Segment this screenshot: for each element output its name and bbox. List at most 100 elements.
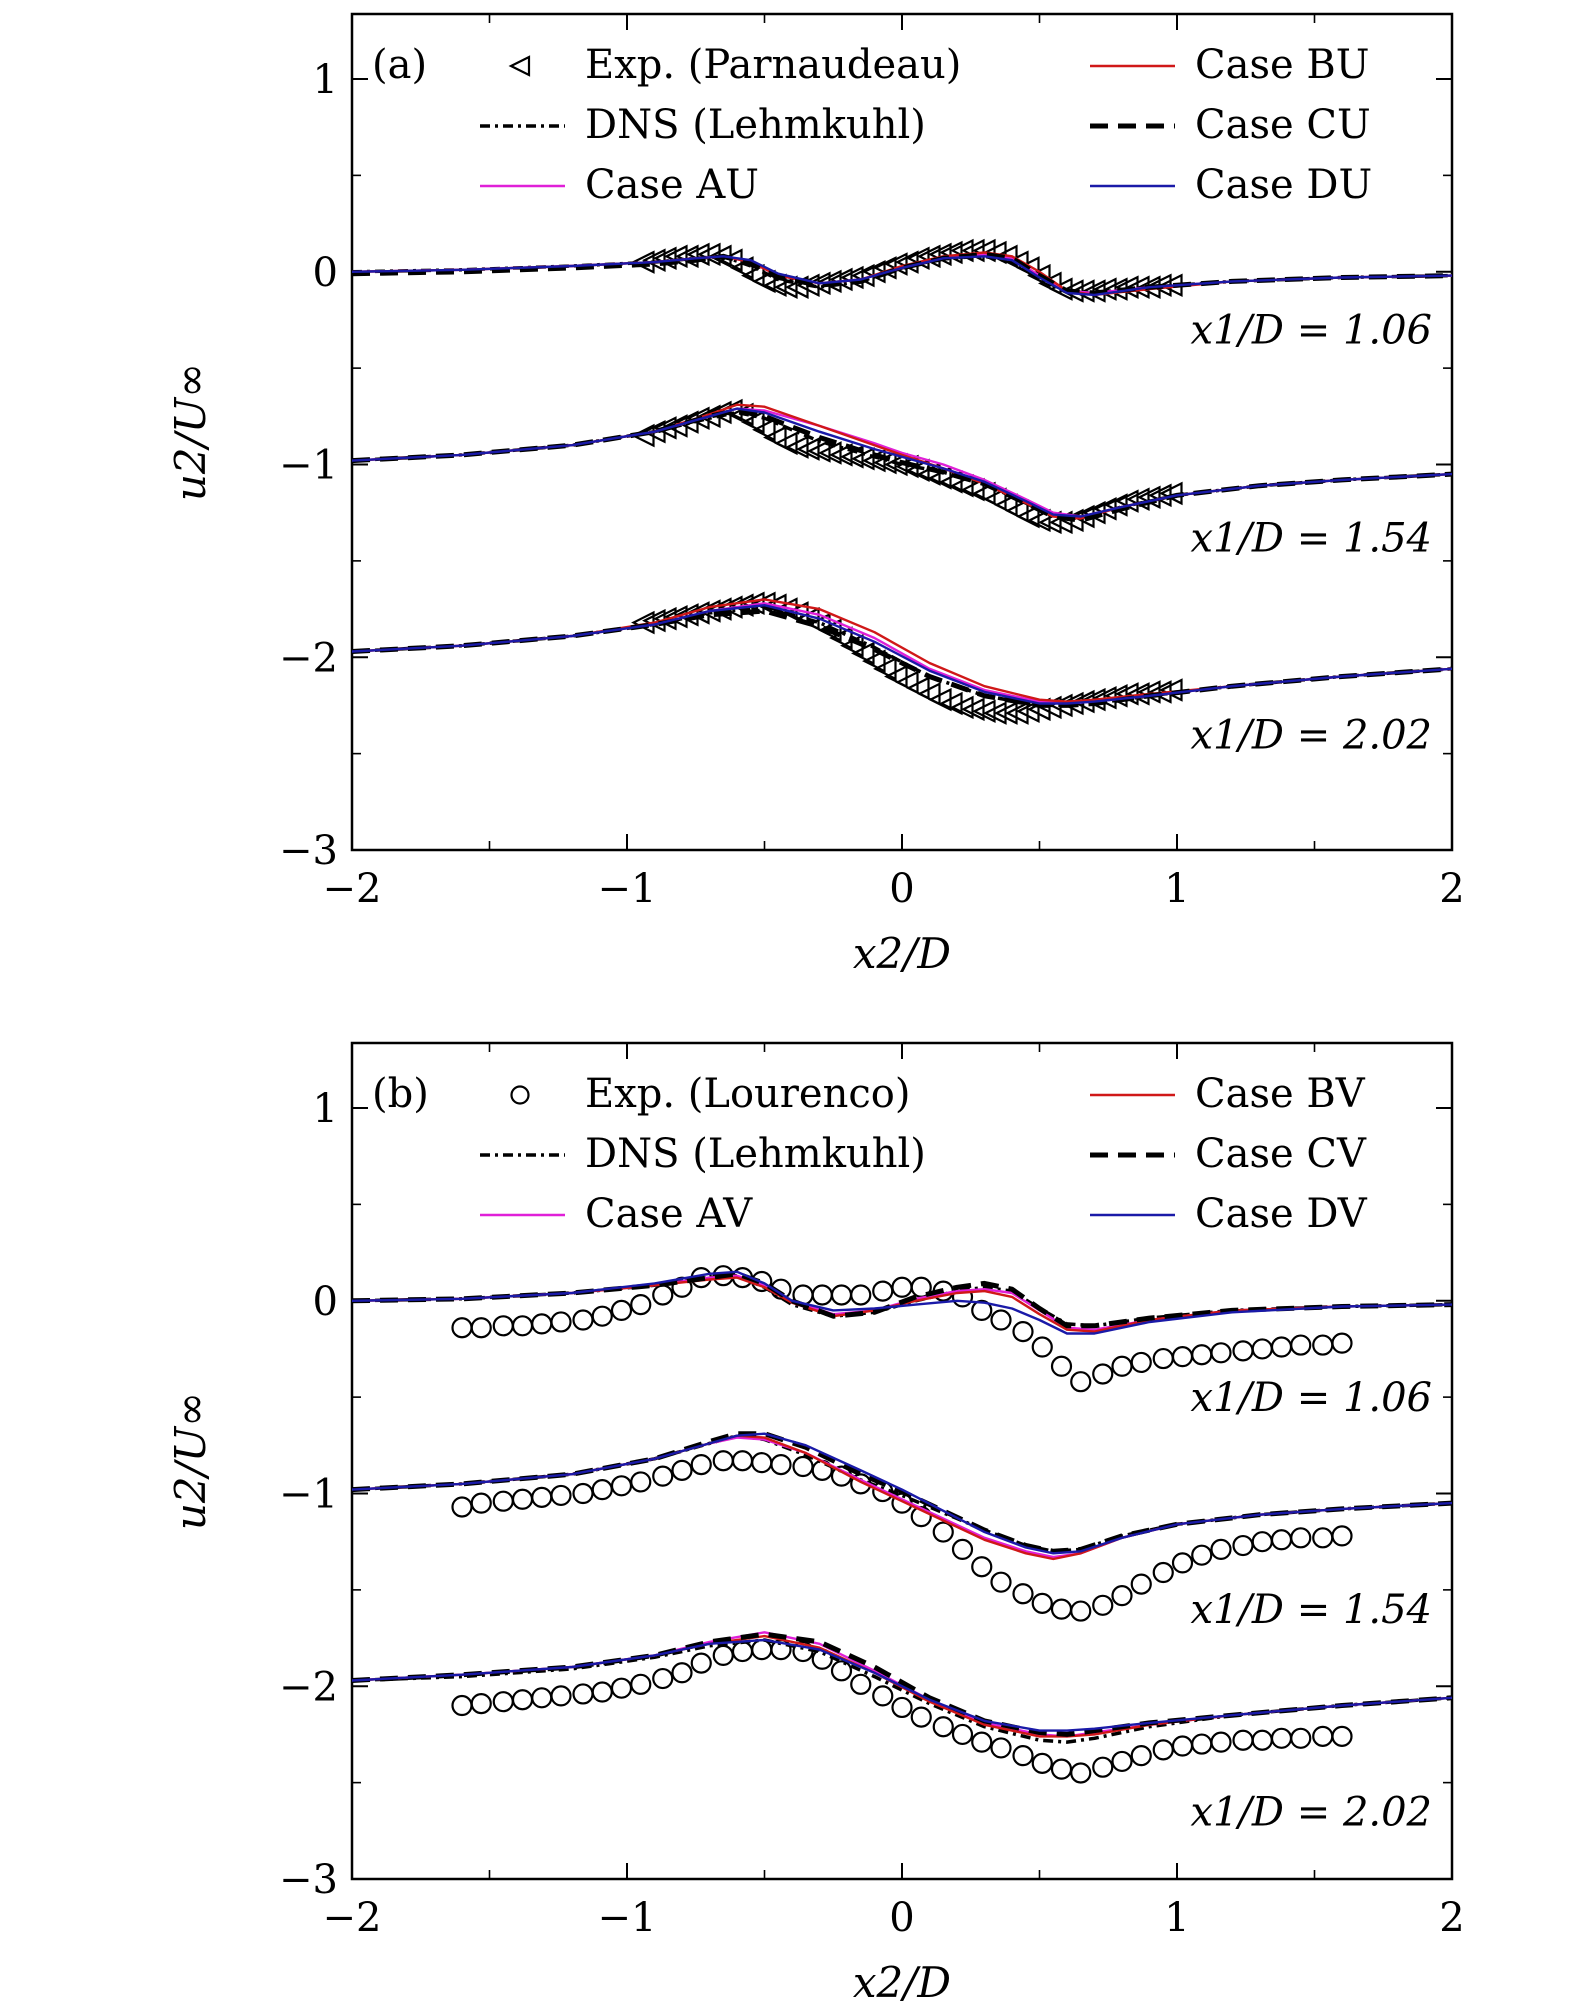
exp-point — [1005, 701, 1029, 725]
exp-point — [972, 481, 996, 506]
legend-marker — [508, 55, 531, 77]
exp-point — [1251, 1338, 1273, 1360]
exp-point — [1070, 1762, 1092, 1784]
exp-point — [818, 618, 842, 643]
exp-point — [850, 1284, 872, 1306]
panel-tag: (a) — [372, 42, 427, 88]
exp-point — [1232, 1340, 1254, 1362]
exp-point — [1070, 1371, 1092, 1393]
exp-point — [951, 1723, 974, 1746]
exp-point — [1251, 1729, 1273, 1751]
exp-point — [895, 670, 919, 695]
exp-point — [1050, 1355, 1073, 1377]
exp-point — [1312, 1527, 1334, 1549]
series-line — [352, 608, 1452, 708]
legend-label: Exp. (Lourenco) — [585, 1071, 910, 1117]
exp-point — [1005, 498, 1029, 523]
y-tick-label: −3 — [279, 1857, 338, 1903]
exp-point — [652, 1465, 674, 1487]
x-axis-title: x2/D — [853, 929, 951, 978]
legend-marker — [510, 1085, 530, 1105]
exp-point — [1331, 1725, 1353, 1747]
exp-point — [1270, 1529, 1293, 1551]
station-label: x1/D = 2.02 — [1190, 712, 1432, 758]
x-tick-label: −2 — [323, 1895, 382, 1941]
exp-point — [451, 1496, 473, 1518]
exp-point — [1232, 1729, 1254, 1751]
exp-point — [671, 1662, 693, 1684]
exp-point — [1012, 1745, 1034, 1767]
exp-point — [850, 1673, 872, 1695]
exp-point — [1130, 1351, 1152, 1374]
exp-point — [829, 443, 853, 467]
exp-point — [1191, 1733, 1213, 1755]
exp-point — [792, 1455, 814, 1478]
exp-point — [752, 418, 776, 442]
exp-point — [785, 435, 809, 459]
exp-point — [492, 1691, 514, 1713]
x-tick-label: −2 — [323, 866, 382, 912]
exp-point — [1130, 1573, 1152, 1595]
y-tick-label: −1 — [279, 443, 338, 489]
legend-label: DNS (Lehmkuhl) — [585, 102, 926, 148]
exp-point — [994, 701, 1018, 725]
exp-point — [630, 1471, 652, 1493]
exp-point — [1012, 1583, 1034, 1605]
exp-point — [610, 1299, 633, 1321]
exp-point — [910, 1706, 932, 1728]
station-label: x1/D = 1.06 — [1190, 1375, 1432, 1421]
exp-point — [1191, 1544, 1213, 1566]
exp-point — [1290, 1334, 1312, 1356]
exp-point — [511, 1488, 534, 1510]
exp-point — [492, 1490, 514, 1512]
legend-label: Case BU — [1195, 42, 1369, 88]
series-line — [352, 598, 1452, 703]
exp-point — [891, 1276, 913, 1298]
exp-point — [994, 493, 1018, 517]
exp-point — [1191, 1344, 1213, 1366]
exp-point — [1038, 510, 1062, 535]
exp-point — [741, 263, 765, 288]
exp-point — [990, 1309, 1012, 1331]
exp-point — [872, 1685, 894, 1707]
panel-a: −2 −1 0 1 210−1−2−3x2/Du2/U∞x1/D = 1.06x1/D … — [166, 12, 1465, 978]
legend-label: Case CU — [1195, 102, 1371, 148]
exp-point — [807, 439, 831, 463]
exp-point — [1130, 1745, 1152, 1767]
series-line — [352, 1638, 1452, 1732]
y-tick-label: −2 — [279, 635, 338, 681]
exp-point — [1152, 1739, 1174, 1761]
y-tick-label: 1 — [313, 57, 338, 103]
exp-point — [731, 1640, 754, 1663]
exp-point — [994, 244, 1018, 269]
exp-point — [630, 1294, 652, 1316]
legend-label: Case DU — [1195, 162, 1372, 208]
exp-point — [1027, 508, 1051, 533]
legend-label: DNS (Lehmkuhl) — [585, 1131, 926, 1177]
series-line — [352, 1436, 1452, 1559]
exp-point — [591, 1305, 613, 1327]
exp-point — [818, 441, 842, 465]
exp-point — [470, 1692, 492, 1715]
exp-point — [862, 649, 886, 673]
exp-point — [884, 664, 908, 689]
exp-point — [990, 1737, 1012, 1759]
exp-point — [1016, 699, 1040, 723]
exp-point — [932, 1716, 954, 1738]
exp-point — [572, 1683, 594, 1705]
exp-point — [511, 1315, 534, 1337]
exp-point — [1251, 1531, 1273, 1553]
exp-point — [572, 1309, 594, 1331]
exp-point — [990, 1571, 1012, 1593]
y-tick-label: 0 — [313, 250, 338, 296]
exp-point — [1312, 1725, 1334, 1747]
legend-label: Case AV — [585, 1191, 753, 1237]
exp-point — [1111, 1750, 1133, 1773]
exp-point — [906, 676, 930, 700]
exp-point — [731, 1450, 754, 1472]
exp-point — [1111, 1585, 1133, 1607]
exp-point — [1031, 1752, 1053, 1774]
exp-point — [763, 425, 787, 450]
exp-point — [811, 1284, 833, 1306]
